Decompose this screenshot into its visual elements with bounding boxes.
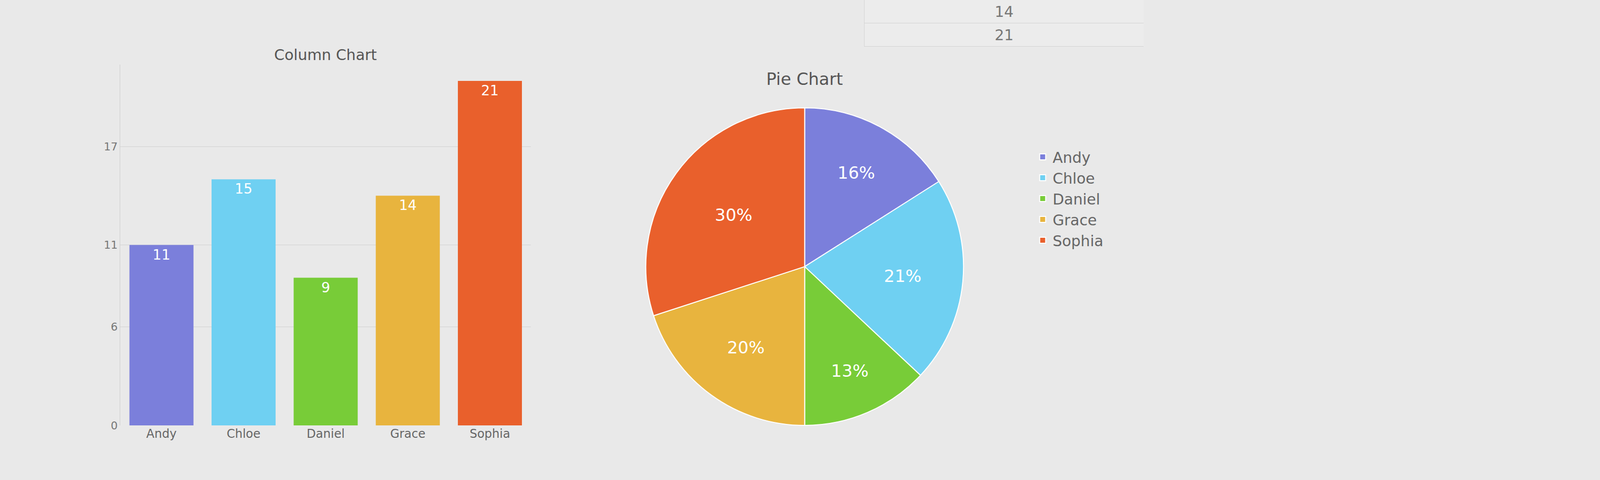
html-text:21: 21 <box>994 26 1014 44</box>
svg-text:Grace: Grace <box>390 427 426 441</box>
svg-text:Andy: Andy <box>1052 148 1091 167</box>
svg-text:Daniel: Daniel <box>1052 190 1101 209</box>
svg-text:21%: 21% <box>883 266 922 287</box>
svg-text:20%: 20% <box>727 337 765 358</box>
svg-text:11: 11 <box>152 246 171 264</box>
svg-text:15: 15 <box>234 180 253 198</box>
svg-text:9: 9 <box>321 279 331 296</box>
svg-text:13%: 13% <box>831 361 870 381</box>
svg-text:17: 17 <box>103 140 118 153</box>
svg-text:Chloe: Chloe <box>226 427 261 441</box>
svg-text:Chloe: Chloe <box>1052 169 1095 188</box>
svg-text:11: 11 <box>103 238 118 252</box>
svg-text:14: 14 <box>398 197 417 214</box>
html-text:14: 14 <box>994 2 1014 21</box>
svg-text:16%: 16% <box>837 162 876 183</box>
svg-text:Pie Chart: Pie Chart <box>766 69 843 89</box>
svg-text:30%: 30% <box>715 205 753 225</box>
svg-text:Grace: Grace <box>1052 211 1097 229</box>
svg-text:Daniel: Daniel <box>306 427 346 441</box>
svg-text:Sophia: Sophia <box>469 427 511 441</box>
svg-text:21: 21 <box>481 82 500 99</box>
svg-text:Andy: Andy <box>146 427 177 441</box>
svg-text:6: 6 <box>110 320 118 334</box>
svg-text:Sophia: Sophia <box>1052 232 1104 250</box>
svg-text:Column Chart: Column Chart <box>274 46 377 64</box>
svg-text:0: 0 <box>110 419 118 433</box>
